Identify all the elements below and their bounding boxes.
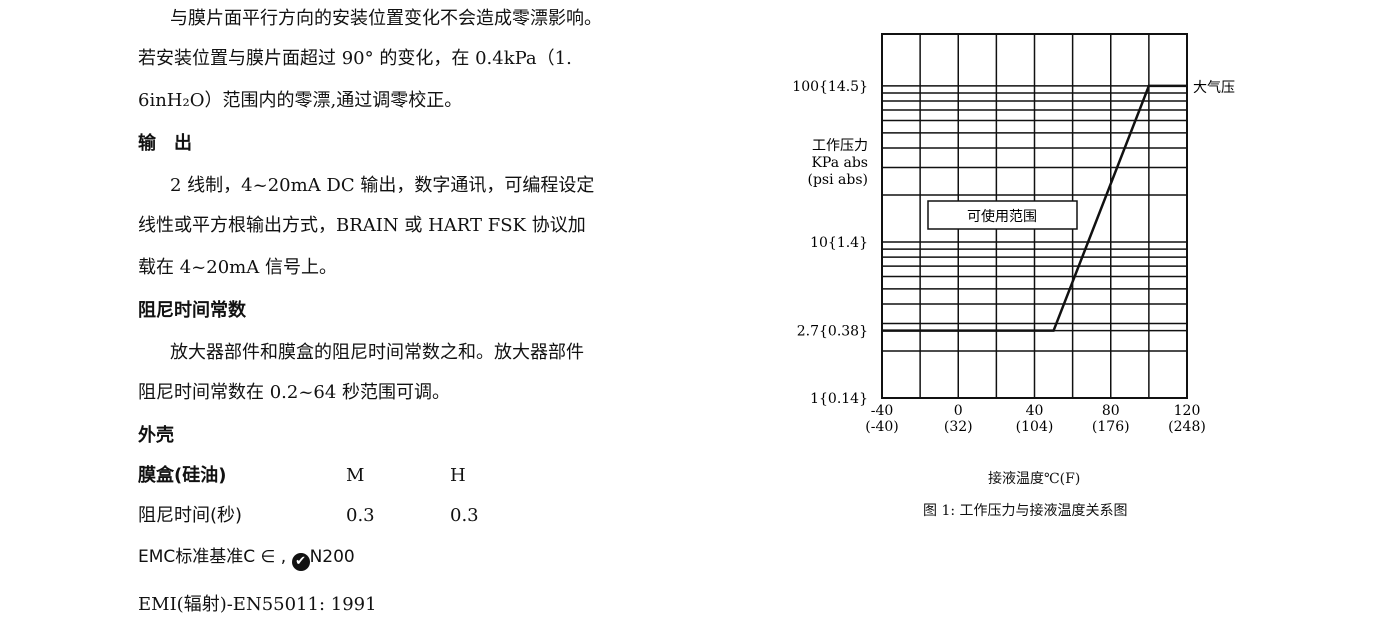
paragraph-line: 载在 4~20mA 信号上。	[138, 257, 337, 278]
table-row-label: 阻尼时间(秒)	[138, 505, 243, 526]
emi-line: EMI(辐射)-EN55011: 1991	[138, 594, 377, 615]
paragraph-line: 2 线制，4~20mA DC 输出，数字通讯，可编程设定	[170, 175, 595, 196]
paragraph-line: 6inH₂O）范围内的零漂,通过调零校正。	[138, 90, 463, 111]
x-tick-label: 40	[1026, 403, 1044, 419]
paragraph-line: 若安装位置与膜片面超过 90° 的变化，在 0.4kPa（1.	[138, 48, 572, 69]
y-tick-label: 10{1.4}	[810, 235, 868, 251]
x-tick-label: 120	[1174, 403, 1201, 419]
table-cell-m: 0.3	[346, 505, 375, 526]
paragraph-line: 放大器部件和膜盒的阻尼时间常数之和。放大器部件	[170, 342, 584, 363]
y-tick-label: 2.7{0.38}	[797, 324, 868, 340]
x-tick-label-f: (32)	[944, 419, 973, 435]
heading-damping: 阻尼时间常数	[138, 300, 246, 321]
paragraph-line: 线性或平方根输出方式，BRAIN 或 HART FSK 协议加	[138, 215, 586, 236]
heading-output: 输 出	[138, 133, 192, 154]
c-tick-mark-icon: ✔	[291, 553, 310, 571]
atmospheric-pressure-label: 大气压	[1193, 80, 1235, 96]
x-tick-label: -40	[871, 403, 894, 419]
table-cell-h: 0.3	[450, 505, 479, 526]
y-axis-label: 工作压力	[812, 138, 868, 154]
x-tick-label-f: (248)	[1168, 419, 1206, 435]
chart-title: 图 1: 工作压力与接液温度关系图	[923, 503, 1128, 519]
series-line	[882, 84, 1187, 332]
table-header-m: M	[346, 465, 365, 486]
heading-housing: 外壳	[138, 425, 174, 446]
y-tick-label: 100{14.5}	[792, 79, 868, 95]
emc-mark-text: N200	[309, 547, 355, 567]
x-axis-label: 接液温度℃(F)	[988, 471, 1081, 487]
x-tick-label-f: (176)	[1092, 419, 1130, 435]
emc-line: EMC标准基准C ∈ , ✔ N200	[138, 546, 355, 571]
x-tick-label: 0	[954, 403, 963, 419]
region-box	[927, 200, 1078, 230]
emc-text: EMC标准基准C ∈ ,	[138, 547, 287, 567]
table-header-label: 膜盒(硅油)	[138, 465, 227, 486]
paragraph-line: 阻尼时间常数在 0.2~64 秒范围可调。	[138, 382, 451, 403]
x-tick-label: 80	[1102, 403, 1120, 419]
pressure-temperature-chart: 1{0.14} 2.7{0.38} 10{1.4} 100{14.5} -40(-40)…	[792, 33, 1235, 435]
table-header-h: H	[450, 465, 466, 486]
x-tick-label-f: (104)	[1016, 419, 1054, 435]
x-tick-label-f: (-40)	[865, 419, 898, 435]
paragraph-line: 与膜片面平行方向的安装位置变化不会造成零漂影响。	[170, 8, 602, 29]
y-axis-label: (psi abs)	[808, 172, 869, 188]
y-tick-label: 1{0.14}	[810, 391, 868, 407]
y-axis-label: KPa abs	[811, 155, 868, 171]
region-label: 可使用范围	[967, 208, 1037, 225]
